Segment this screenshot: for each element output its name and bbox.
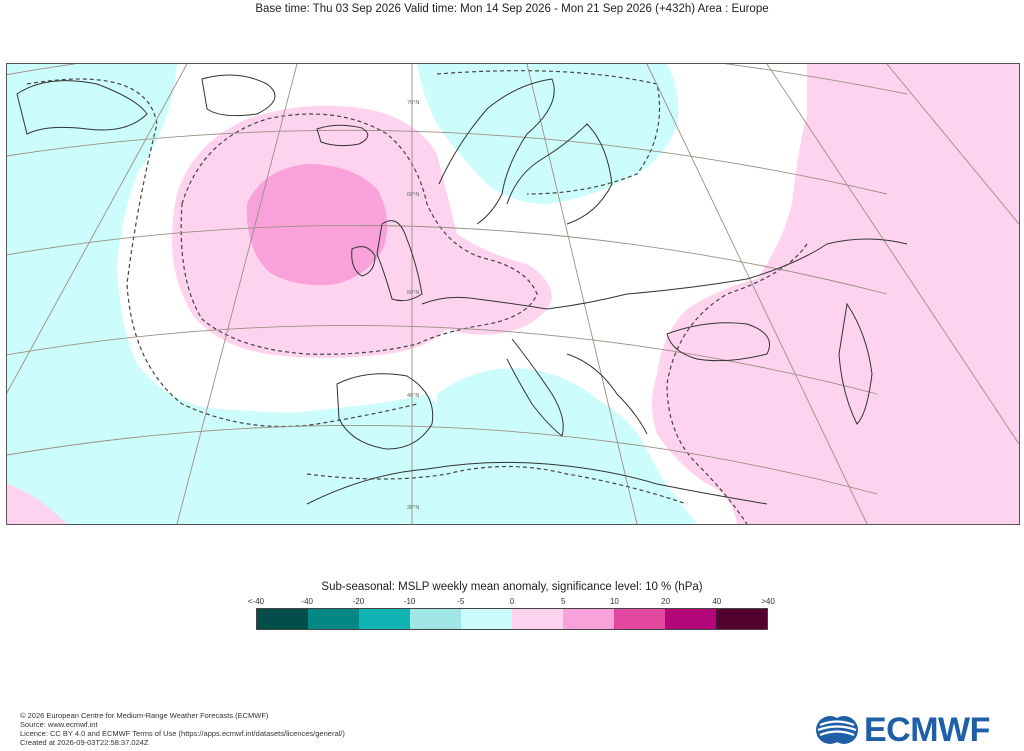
legend-swatch	[563, 609, 614, 629]
legend-swatch	[461, 609, 512, 629]
legend-ticks: <-40 -40 -20 -10 -5 0 5 10 20 40 >40	[240, 597, 784, 609]
legend-swatch	[716, 609, 767, 629]
footer-licence: Licence: CC BY 4.0 and ECMWF Terms of Us…	[20, 729, 345, 738]
svalbard-coast	[201, 74, 276, 117]
footer-source: Source: www.ecmwf.int	[20, 720, 98, 729]
black-sea-coast	[666, 322, 770, 362]
legend-title: Sub-seasonal: MSLP weekly mean anomaly, …	[321, 581, 703, 593]
ecmwf-logo-text: ECMWF	[864, 710, 990, 749]
significance-contour-south	[306, 465, 688, 505]
footer: © 2026 European Centre for Medium-Range …	[20, 711, 345, 747]
legend-tick-label: 40	[712, 597, 722, 606]
map-canvas: 70°N 60°N 50°N 40°N 30°N	[7, 64, 1019, 524]
ecmwf-logo: ECMWF	[814, 710, 1024, 749]
greenland-coast	[16, 80, 148, 135]
ecmwf-logo-icon	[816, 716, 858, 744]
legend-tick-label: 5	[560, 597, 566, 606]
balkans-coast	[566, 353, 648, 435]
britain-coast	[376, 220, 423, 302]
legend-tick-label: -40	[301, 597, 313, 606]
italy-coast	[506, 338, 564, 437]
legend-swatch	[410, 609, 461, 629]
anomaly-map: 70°N 60°N 50°N 40°N 30°N	[6, 63, 1020, 525]
significance-contours	[26, 70, 808, 524]
legend-tick-label: 10	[609, 597, 619, 606]
positive-anomaly-southwest	[7, 484, 67, 524]
negative-anomaly-west-atlantic	[7, 64, 697, 524]
legend-swatch	[257, 609, 308, 629]
significance-contour-scandinavia	[436, 70, 661, 195]
negative-anomaly-mediterranean	[437, 368, 697, 524]
negative-anomaly-scandinavia	[417, 64, 679, 204]
legend-swatch	[665, 609, 716, 629]
ireland-coast	[351, 246, 376, 277]
significance-contour-iceland	[180, 113, 538, 355]
footer-created: Created at 2026-09-03T22:58:37.024Z	[20, 738, 149, 747]
legend-color-bar	[256, 608, 768, 630]
iceland-coast	[316, 124, 369, 147]
lat-label-70: 70°N	[407, 100, 419, 106]
norway-coast	[438, 78, 555, 225]
lat-label-60: 60°N	[407, 192, 419, 198]
footer-copyright: © 2026 European Centre for Medium-Range …	[20, 711, 269, 720]
legend-tick-label: >40	[761, 597, 775, 606]
legend-swatch	[512, 609, 563, 629]
chart-header: Base time: Thu 03 Sep 2026 Valid time: M…	[255, 3, 769, 15]
iberia-coast	[336, 373, 434, 450]
anomaly-shading	[7, 64, 1019, 524]
lat-label-30: 30°N	[407, 505, 419, 511]
strong-positive-anomaly-iceland	[246, 164, 388, 286]
legend-swatch	[359, 609, 410, 629]
lat-label-40: 40°N	[407, 393, 419, 399]
sweden-finland-coast	[506, 123, 613, 225]
significance-contour-atlantic	[26, 78, 418, 428]
lat-label-50: 50°N	[407, 290, 419, 296]
legend-tick-label: -20	[352, 597, 365, 606]
caspian-coast	[838, 302, 873, 425]
legend-tick-label: 0	[509, 597, 515, 606]
legend-tick-label: -10	[403, 597, 416, 606]
coastlines	[16, 74, 908, 505]
legend-tick-label: 20	[661, 597, 671, 606]
graticule	[7, 64, 1019, 524]
positive-anomaly-east	[652, 64, 1019, 524]
legend-tick-label: <-40	[247, 597, 265, 606]
legend-tick-label: -5	[457, 597, 465, 606]
legend-swatch	[308, 609, 359, 629]
mainland-coast	[421, 238, 908, 310]
graticule-labels: 70°N 60°N 50°N 40°N 30°N	[407, 100, 419, 511]
africa-coast	[306, 461, 768, 505]
legend-swatch	[614, 609, 665, 629]
